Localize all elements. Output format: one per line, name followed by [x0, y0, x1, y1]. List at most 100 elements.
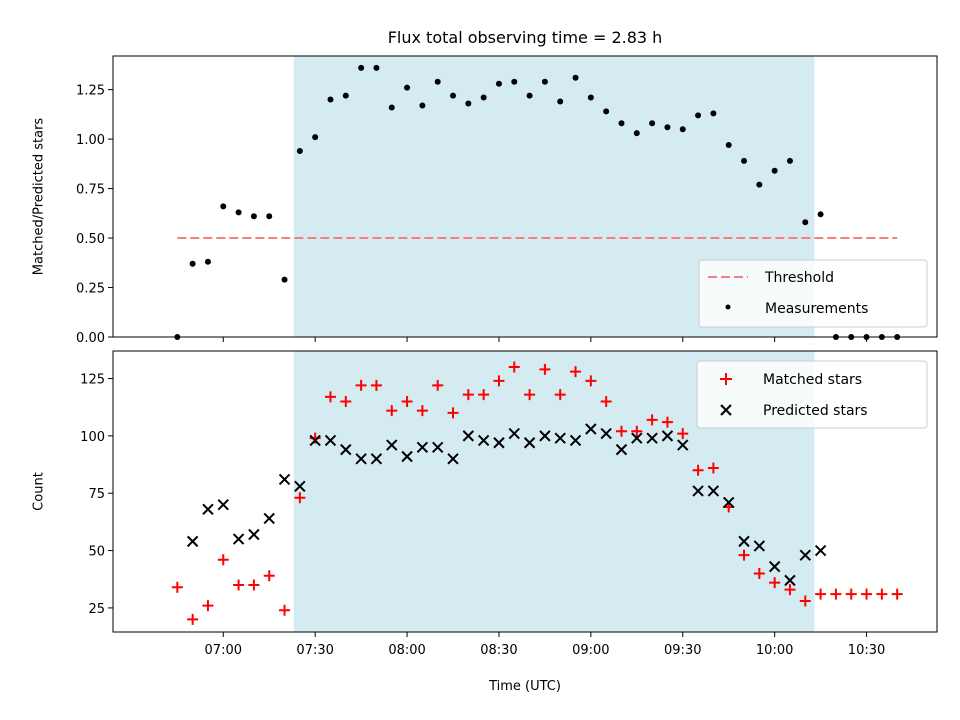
measurement-point	[388, 104, 395, 111]
matched-star-point	[524, 389, 536, 401]
measurement-point	[817, 211, 824, 218]
matched-star-point	[432, 379, 444, 391]
bottom-x-tick-label: 07:30	[296, 643, 333, 658]
predicted-star-point	[294, 480, 306, 493]
measurement-point	[649, 120, 656, 127]
bottom-x-ticks: 07:00 07:30 08:00 08:30 09:00 09:30 10:00 10:30	[205, 632, 885, 658]
measurement-point	[327, 96, 334, 103]
predicted-star-point	[631, 432, 643, 444]
measurement-point	[480, 94, 487, 101]
top-y-tick-label: 0.25	[76, 282, 105, 297]
bottom-legend-box	[696, 360, 928, 429]
predicted-star-point	[768, 560, 781, 573]
top-measurement-points	[174, 64, 901, 340]
measurement-point	[419, 102, 426, 109]
matched-star-point	[370, 379, 382, 391]
predicted-star-point	[493, 437, 505, 449]
predicted-star-point	[615, 443, 628, 456]
predicted-star-point	[569, 434, 582, 447]
predicted-star-point	[799, 549, 811, 561]
predicted-star-point	[386, 439, 398, 451]
bottom-y-axis-label: Count	[32, 472, 47, 511]
matched-star-point	[248, 579, 260, 591]
measurement-point	[250, 213, 257, 220]
matched-star-point	[171, 581, 183, 593]
bottom-x-tick-label: 09:00	[572, 643, 609, 658]
top-axes-frame	[112, 55, 938, 338]
matched-star-point	[830, 588, 842, 600]
predicted-star-point	[753, 540, 766, 552]
matched-star-point	[355, 379, 367, 391]
top-y-tick-label: 0.00	[76, 331, 105, 346]
bottom-axes-frame	[112, 350, 938, 633]
matched-star-point	[217, 554, 229, 566]
predicted-star-point	[447, 453, 459, 465]
top-y-tick-label: 0.50	[76, 232, 105, 247]
matched-star-point	[815, 588, 827, 600]
bottom-x-tick-label: 10:30	[848, 643, 885, 658]
predicted-star-point	[814, 544, 827, 557]
matched-star-point	[340, 395, 352, 407]
top-y-ticks: 0.00 0.25 0.50 0.75 1.00 1.25	[76, 84, 113, 346]
measurement-point	[312, 134, 319, 141]
matched-star-point	[784, 584, 796, 596]
measurement-point	[204, 258, 211, 265]
bottom-x-tick-label: 08:00	[388, 643, 425, 658]
predicted-star-point	[784, 574, 796, 587]
bottom-y-tick-label: 50	[88, 545, 105, 560]
measurement-point	[342, 92, 349, 99]
matched-star-point	[861, 588, 873, 600]
bottom-y-ticks: 25 50 75 100 125	[80, 373, 113, 617]
matched-star-point	[753, 568, 765, 580]
matched-star-point	[570, 366, 582, 378]
top-y-tick-label: 1.00	[76, 133, 105, 148]
measurement-point	[495, 80, 502, 87]
predicted-star-point	[248, 528, 260, 541]
predicted-star-point	[477, 434, 490, 447]
bottom-x-tick-label: 08:30	[480, 643, 517, 658]
predicted-star-point	[186, 535, 199, 548]
matched-star-point	[707, 462, 719, 474]
measurement-point	[725, 142, 732, 149]
legend-measurements-swatch	[725, 304, 731, 310]
predicted-star-point	[462, 430, 475, 442]
measurement-point	[358, 64, 365, 71]
matched-star-point	[661, 416, 673, 428]
matched-stars-points	[171, 361, 903, 625]
top-y-tick-label: 0.75	[76, 183, 105, 198]
chart-title: Flux total observing time = 2.83 h	[388, 28, 663, 47]
legend-measurements-label: Measurements	[765, 301, 868, 317]
bottom-x-tick-label: 09:30	[664, 643, 701, 658]
bottom-x-tick-label: 07:00	[205, 643, 242, 658]
top-legend-box	[698, 259, 928, 328]
predicted-star-point	[309, 434, 321, 447]
matched-star-point	[386, 405, 398, 417]
measurement-point	[526, 92, 533, 99]
predicted-star-point	[401, 450, 413, 463]
measurement-point	[771, 167, 778, 174]
top-x-ticks	[222, 337, 868, 342]
top-y-tick-label: 1.25	[76, 84, 105, 99]
matched-star-point	[324, 391, 336, 403]
matched-star-point	[478, 389, 490, 401]
matched-star-point	[539, 363, 551, 375]
bottom-y-tick-label: 100	[80, 430, 105, 445]
matched-star-point	[769, 577, 781, 589]
measurement-point	[664, 124, 671, 131]
matched-star-point	[876, 588, 888, 600]
matched-star-point	[891, 588, 903, 600]
matched-star-point	[447, 407, 459, 419]
bottom-y-tick-label: 125	[80, 373, 105, 388]
measurement-point	[618, 120, 625, 127]
predicted-star-point	[539, 430, 551, 442]
measurement-point	[541, 78, 548, 85]
predicted-star-point	[707, 485, 720, 497]
bottom-y-tick-label: 75	[88, 487, 105, 502]
matched-star-point	[493, 375, 505, 387]
predicted-star-point	[340, 443, 352, 456]
predicted-star-point	[585, 423, 597, 435]
predicted-star-point	[416, 441, 429, 454]
measurement-point	[373, 64, 380, 71]
matched-star-point	[508, 361, 520, 373]
